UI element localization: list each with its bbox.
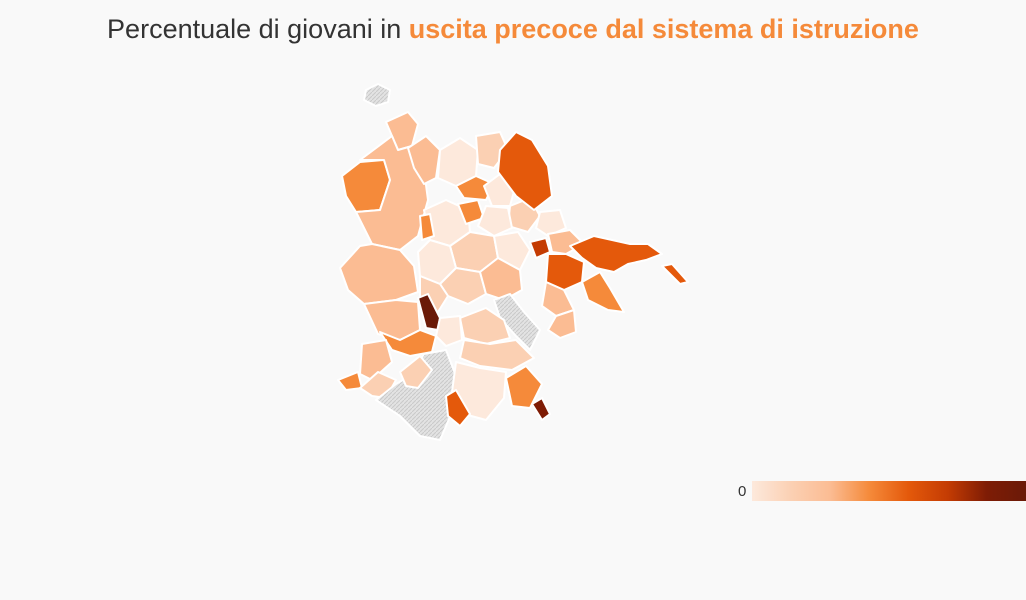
zone-west-lower[interactable] [339, 243, 419, 305]
zone-sw-small-1[interactable] [359, 339, 393, 381]
legend-min-label: 0 [738, 482, 747, 500]
zone-center-6[interactable] [479, 257, 523, 301]
zone-east-dark-2[interactable] [569, 235, 663, 273]
zone-se-light-1[interactable] [459, 307, 511, 345]
legend-gradient-bar [752, 481, 1026, 501]
zone-south-mid-light[interactable] [399, 355, 433, 389]
zone-northeast-dark[interactable] [497, 131, 553, 211]
color-legend: 0 [738, 481, 1026, 501]
title-highlight: uscita precoce dal sistema di istruzione [408, 14, 919, 44]
chart-title: Percentuale di giovani in uscita precoce… [0, 14, 1026, 45]
title-prefix: Percentuale di giovani in [107, 14, 409, 44]
zone-east-orange[interactable] [581, 271, 625, 313]
zone-north-central-5[interactable] [477, 205, 513, 237]
zone-se-darkest[interactable] [531, 397, 551, 421]
zone-se-orange[interactable] [505, 365, 543, 409]
zone-center-dark[interactable] [529, 237, 551, 259]
zone-south-west-orange[interactable] [379, 329, 437, 357]
zone-east-light-3[interactable] [547, 309, 577, 339]
zone-se-light-2[interactable] [459, 339, 535, 371]
zone-sw-coast-orange[interactable] [337, 371, 363, 391]
zone-east-tail[interactable] [661, 263, 689, 285]
zone-no-data-north[interactable] [363, 83, 391, 107]
zone-south-dark[interactable] [445, 389, 471, 427]
zone-south-center-small[interactable] [435, 315, 463, 347]
zone-center-orange-small[interactable] [419, 213, 435, 241]
zone-west-large[interactable] [355, 135, 429, 251]
zone-north-central-1[interactable] [407, 135, 441, 185]
